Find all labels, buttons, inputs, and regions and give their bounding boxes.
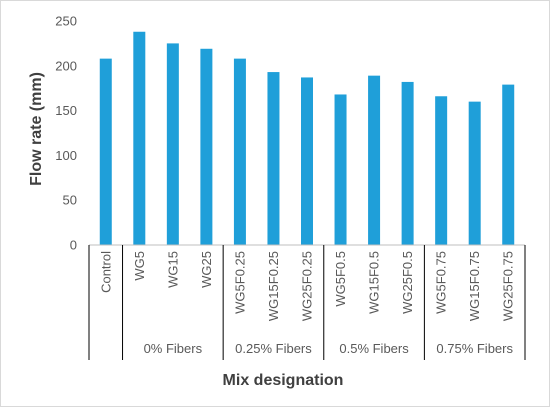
bar <box>502 84 515 245</box>
y-axis-ticks: 0 50 100 150 200 250 <box>55 14 77 253</box>
bar <box>267 72 280 246</box>
bar <box>301 77 313 245</box>
bar <box>435 96 448 245</box>
x-axis: Control WG5 WG15 WG25 WG5F0.25 WG15F0.25 WG25F… <box>88 244 526 360</box>
bars <box>99 31 515 246</box>
x-tick-label: WG15F0.5 <box>367 251 382 314</box>
y-tick-label: 100 <box>55 148 77 163</box>
x-tick-label: Control <box>98 251 113 293</box>
y-tick-label: 200 <box>55 58 77 73</box>
x-tick-label: WG25F0.25 <box>300 251 315 321</box>
group-label: 0.75% Fibers <box>436 341 513 356</box>
bar <box>99 58 112 245</box>
bar <box>368 75 381 245</box>
group-label: 0.25% Fibers <box>235 341 312 356</box>
y-tick-label: 50 <box>63 193 77 208</box>
bar <box>233 58 246 245</box>
bar <box>133 31 146 246</box>
bar <box>468 101 481 245</box>
x-tick-label: WG15F0.25 <box>266 251 281 321</box>
y-tick-label: 150 <box>55 103 77 118</box>
group-label: 0% Fibers <box>144 341 203 356</box>
x-tick-label: WG15 <box>165 251 180 288</box>
y-tick-label: 250 <box>55 14 77 29</box>
x-tick-label: WG5F0.5 <box>333 251 348 307</box>
y-tick-label: 0 <box>70 238 77 253</box>
bar <box>166 43 179 246</box>
group-label: 0.5% Fibers <box>339 341 409 356</box>
x-tick-label: WG25 <box>199 251 214 288</box>
y-axis-title: Flow rate (mm) <box>28 72 45 186</box>
x-tick-label: WG25F0.5 <box>400 251 415 314</box>
bar <box>200 48 213 245</box>
x-tick-label: WG5F0.25 <box>232 251 247 314</box>
x-tick-label: WG15F0.75 <box>467 251 482 321</box>
x-axis-title: Mix designation <box>223 372 344 389</box>
x-tick-label: WG5F0.75 <box>434 251 449 314</box>
x-tick-label: WG5 <box>132 251 147 281</box>
x-tick-label: WG25F0.75 <box>501 251 516 321</box>
bar <box>334 94 347 245</box>
bar <box>401 81 414 245</box>
